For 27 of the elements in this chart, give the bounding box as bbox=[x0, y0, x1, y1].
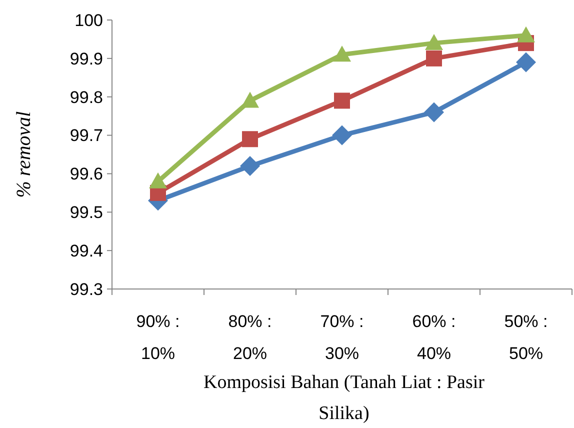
x-tick-label: 50% : 50% bbox=[504, 312, 548, 363]
x-axis-title: Komposisi Bahan (Tanah Liat : Pasir Silika) bbox=[204, 372, 486, 424]
point bbox=[240, 156, 260, 176]
y-tick-label: 100 bbox=[74, 10, 103, 30]
point bbox=[242, 131, 258, 148]
point bbox=[149, 172, 167, 188]
point bbox=[241, 92, 259, 108]
point bbox=[517, 26, 535, 42]
point bbox=[424, 102, 444, 122]
y-tick-label: 99.3 bbox=[70, 280, 103, 299]
point bbox=[425, 34, 443, 50]
point bbox=[516, 52, 536, 72]
x-tick-label: 60% : 40% bbox=[412, 312, 456, 363]
y-tick-label: 99.6 bbox=[70, 164, 103, 184]
y-tick-label: 99.8 bbox=[70, 88, 103, 107]
y-tick-label: 99.5 bbox=[70, 203, 103, 222]
y-tick-label: 99.4 bbox=[70, 242, 103, 261]
point bbox=[426, 50, 442, 66]
y-axis-title: % removal bbox=[13, 110, 35, 198]
point bbox=[332, 125, 352, 146]
point bbox=[334, 92, 350, 109]
y-tick-label: 99.9 bbox=[70, 49, 103, 68]
x-tick-label: 80% : 20% bbox=[228, 312, 272, 363]
point bbox=[333, 46, 351, 62]
y-tick-label: 99.7 bbox=[70, 126, 103, 146]
x-tick-label: 90% : 10% bbox=[136, 312, 180, 363]
x-tick-label: 70% : 30% bbox=[320, 312, 364, 363]
